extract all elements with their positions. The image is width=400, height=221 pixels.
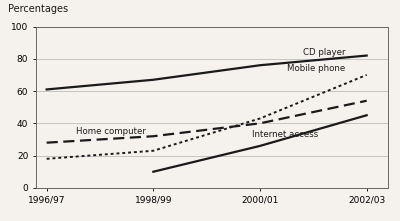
Text: Percentages: Percentages: [8, 4, 68, 14]
Text: CD player: CD player: [303, 48, 345, 57]
Text: Mobile phone: Mobile phone: [287, 64, 345, 73]
Text: Internet access: Internet access: [252, 130, 318, 139]
Text: Home computer: Home computer: [76, 127, 146, 136]
